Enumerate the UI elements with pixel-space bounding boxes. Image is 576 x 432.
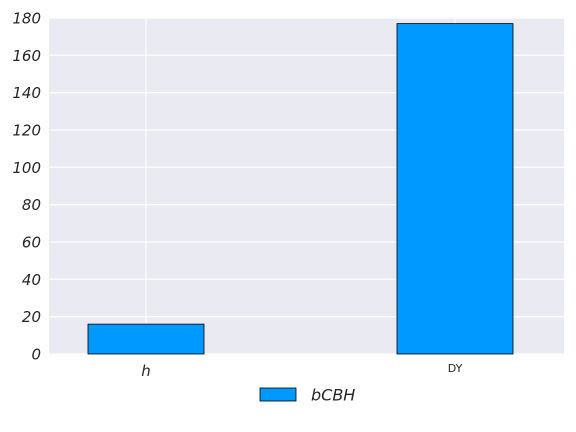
legend: bCBH [259,386,355,405]
x-tick-label-dy: DY [448,362,463,375]
bar-dy [396,23,514,355]
legend-label-bcbh: bCBH [311,386,355,405]
y-tick-label: 20 [22,308,41,326]
y-tick-label: 120 [12,122,41,140]
x-axis-ticks: h DY [141,362,462,380]
bars [87,23,514,355]
y-tick-label: 80 [22,196,41,214]
y-tick-label: 180 [12,10,41,28]
bar-h [87,323,205,355]
y-tick-label: 100 [12,159,41,177]
legend-swatch-bcbh [259,387,297,402]
y-tick-label: 140 [12,84,41,102]
y-axis-ticks: 0 20 40 60 80 100 120 140 160 180 [12,10,41,364]
y-tick-label: 60 [22,234,41,252]
x-tick-label-h: h [141,362,151,380]
y-tick-label: 0 [31,346,41,364]
y-tick-label: 40 [22,271,41,289]
y-tick-label: 160 [12,47,41,65]
